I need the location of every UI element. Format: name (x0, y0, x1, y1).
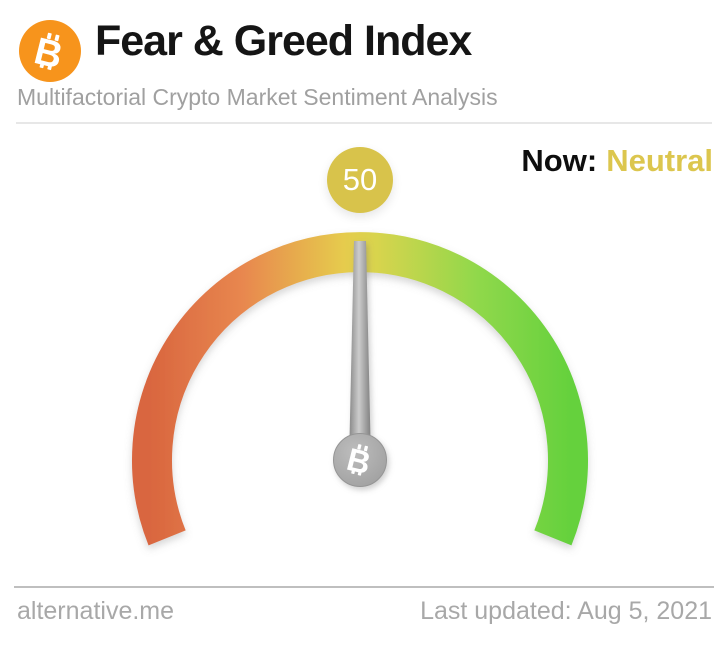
page-title: Fear & Greed Index (95, 17, 472, 65)
status-label: Now: (521, 143, 598, 178)
gauge-value-badge: 50 (327, 147, 393, 213)
footer-divider (14, 586, 714, 588)
gauge-value: 50 (342, 162, 378, 197)
header-divider (16, 122, 712, 124)
last-updated-text: Last updated: Aug 5, 2021 (420, 597, 712, 625)
page-subtitle: Multifactorial Crypto Market Sentiment A… (17, 84, 498, 110)
status-value: Neutral (606, 143, 713, 178)
source-link[interactable]: alternative.me (17, 597, 175, 625)
bitcoin-icon (19, 20, 81, 82)
current-status: Now: Neutral (521, 143, 713, 179)
